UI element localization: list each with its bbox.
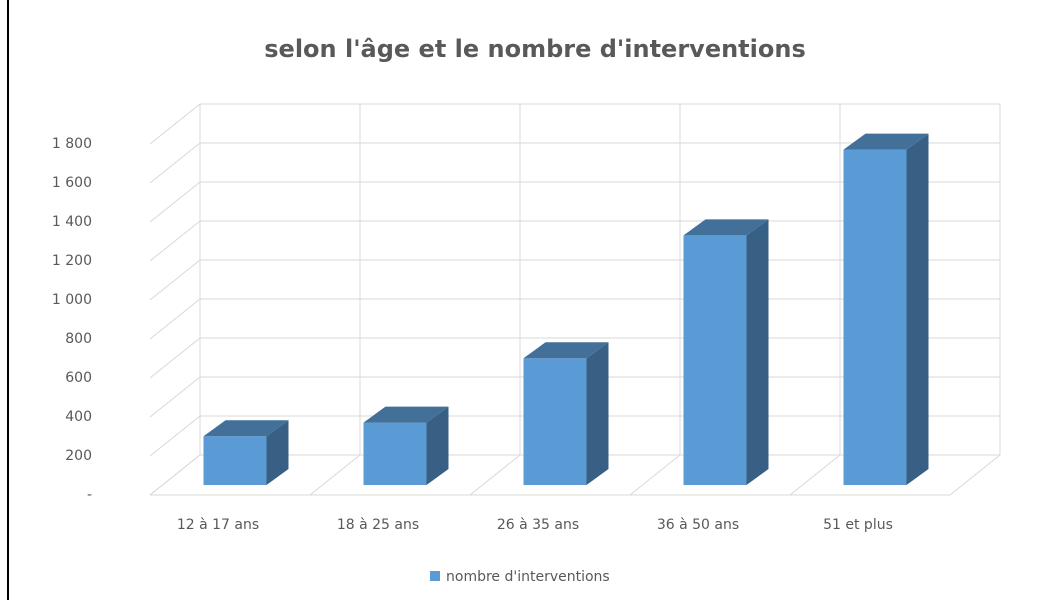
y-tick-label: 200 <box>65 448 92 464</box>
grid-slant <box>149 181 201 223</box>
bar-top <box>203 420 289 437</box>
bar-side <box>906 133 929 485</box>
bar <box>843 149 907 485</box>
legend-swatch <box>430 571 440 581</box>
bar-side <box>586 342 609 485</box>
y-tick-label: 1 400 <box>52 214 92 230</box>
y-tick-label: 800 <box>65 331 92 347</box>
legend-label: nombre d'interventions <box>446 569 610 585</box>
grid-slant <box>149 337 201 379</box>
y-tick-label: 1 200 <box>52 253 92 269</box>
y-tick-label: 600 <box>65 370 92 386</box>
grid-slant <box>149 259 201 301</box>
bar <box>683 235 747 485</box>
bar-top <box>843 133 929 150</box>
floor-divider <box>309 454 361 496</box>
grid-slant <box>149 415 201 457</box>
grid-slant <box>149 376 201 418</box>
y-tick-label: 400 <box>65 409 92 425</box>
x-tick-label: 26 à 35 ans <box>497 517 579 533</box>
bar-top <box>683 219 769 236</box>
bar <box>363 422 427 485</box>
x-tick-label: 18 à 25 ans <box>337 517 419 533</box>
y-tick-label: 1 000 <box>52 292 92 308</box>
chart-title: selon l'âge et le nombre d'interventions <box>264 35 806 63</box>
y-tick-label: - <box>87 487 92 503</box>
floor-divider <box>629 454 681 496</box>
x-tick-label: 36 à 50 ans <box>657 517 739 533</box>
bar <box>523 358 587 485</box>
grid-slant <box>149 103 201 145</box>
floor-divider <box>949 454 1001 496</box>
grid-slant <box>149 142 201 184</box>
x-tick-label: 51 et plus <box>823 517 893 533</box>
grid-slant <box>149 454 201 496</box>
bar-side <box>426 406 449 485</box>
y-tick-label: 1 800 <box>52 136 92 152</box>
bar <box>203 436 267 485</box>
floor-divider <box>789 454 841 496</box>
bar-side <box>266 420 289 485</box>
bar-top <box>523 342 609 359</box>
x-tick-label: 12 à 17 ans <box>177 517 259 533</box>
y-tick-label: 1 600 <box>52 175 92 191</box>
grid-slant <box>149 298 201 340</box>
grid-slant <box>149 220 201 262</box>
floor-divider <box>469 454 521 496</box>
bar-top <box>363 406 449 423</box>
bar-side <box>746 219 769 485</box>
